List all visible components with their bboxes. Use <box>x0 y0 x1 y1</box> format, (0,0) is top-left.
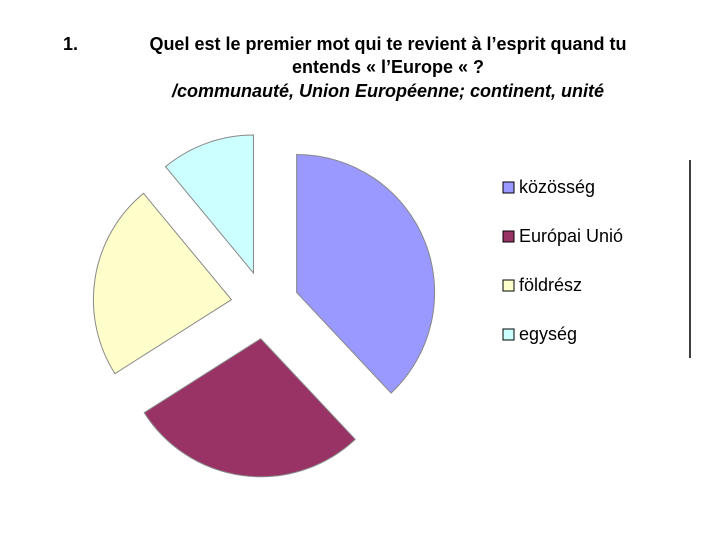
legend-swatch <box>502 181 515 194</box>
title-line: /communauté, Union Européenne; continent… <box>171 81 604 101</box>
legend-label: egység <box>519 324 577 344</box>
legend-swatch <box>502 328 515 341</box>
legend-swatch <box>502 279 515 292</box>
legend-swatch <box>502 230 515 243</box>
title-line: Quel est le premier mot qui te revient à… <box>149 34 626 54</box>
pie-slice <box>92 192 233 375</box>
title-line: entends « l’Europe « ? <box>292 57 484 77</box>
pie-slice <box>164 134 254 275</box>
pie-slice <box>296 153 436 394</box>
legend-label: Európai Unió <box>519 226 623 246</box>
slide-number: 1. <box>63 34 78 54</box>
legend-label: földrész <box>519 275 582 295</box>
pie-slice <box>143 338 356 478</box>
legend-label: közösség <box>519 177 595 197</box>
